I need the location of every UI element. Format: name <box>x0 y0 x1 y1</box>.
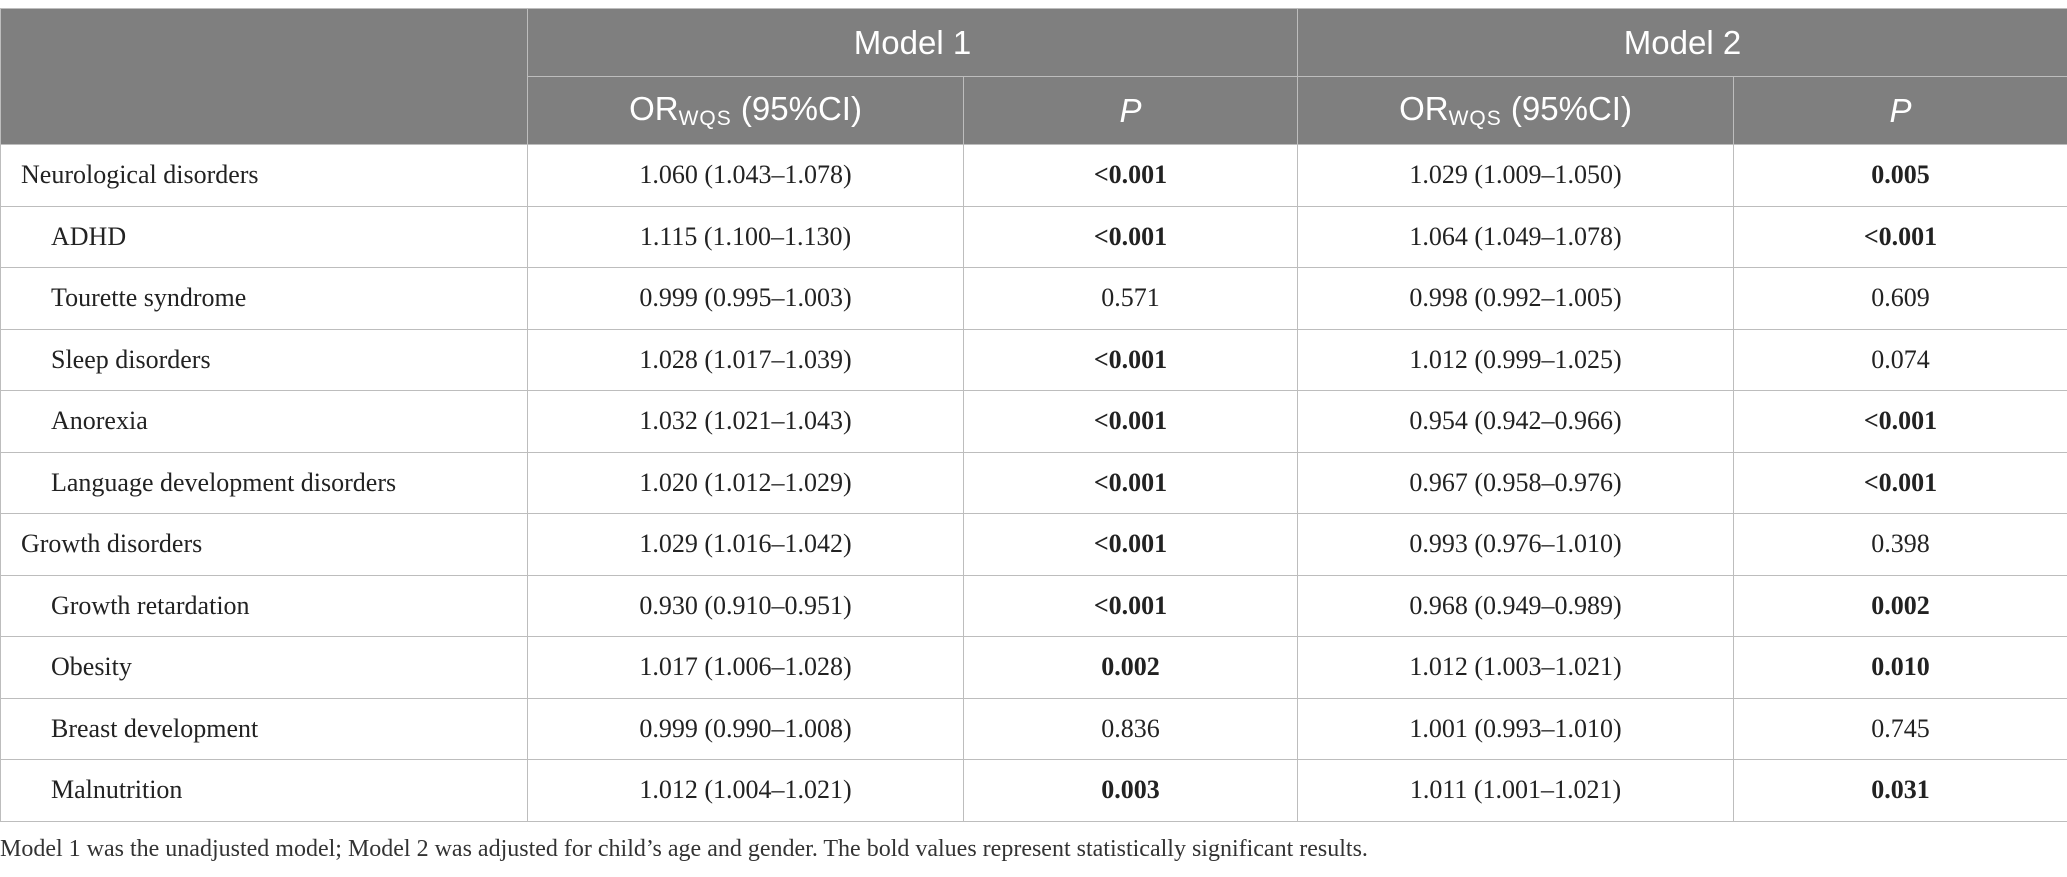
model-1-p-cell: <0.001 <box>963 451 1298 514</box>
model-1-p-cell: 0.003 <box>963 759 1298 822</box>
model-1-p-cell: <0.001 <box>963 328 1298 391</box>
model-1-or-cell: 1.012 (1.004–1.021) <box>527 759 964 822</box>
model-2-or-cell: 1.001 (0.993–1.010) <box>1297 697 1734 760</box>
row-label: ADHD <box>0 205 528 268</box>
row-label: Anorexia <box>0 390 528 453</box>
model-1-or-cell: 0.999 (0.995–1.003) <box>527 267 964 330</box>
model-2-or-cell: 0.993 (0.976–1.010) <box>1297 513 1734 576</box>
model-2-or-cell: 1.012 (0.999–1.025) <box>1297 328 1734 391</box>
model-2-p-cell: 0.745 <box>1733 697 2067 760</box>
model-1-or-cell: 1.020 (1.012–1.029) <box>527 451 964 514</box>
model-1-p-cell: <0.001 <box>963 390 1298 453</box>
model-1-p-cell: 0.002 <box>963 636 1298 699</box>
model-2-or-cell: 1.011 (1.001–1.021) <box>1297 759 1734 822</box>
model-2-p-cell: 0.074 <box>1733 328 2067 391</box>
model-2-p-cell: 0.398 <box>1733 513 2067 576</box>
table-row: Growth retardation 0.930 (0.910–0.951) <0.… <box>0 574 2067 637</box>
or-label: OR <box>629 90 679 127</box>
model-2-p-cell: <0.001 <box>1733 451 2067 514</box>
row-label: Malnutrition <box>0 759 528 822</box>
model-2-or-cell: 0.954 (0.942–0.966) <box>1297 390 1734 453</box>
header-row-models: Model 1 Model 2 <box>0 8 2067 145</box>
model-2-or-cell: 1.064 (1.049–1.078) <box>1297 205 1734 268</box>
header-p-model-2: P <box>1733 76 2067 145</box>
table-body: Neurological disorders 1.060 (1.043–1.078… <box>0 144 2067 822</box>
model-1-or-cell: 1.060 (1.043–1.078) <box>527 144 964 207</box>
table-row: Malnutrition 1.012 (1.004–1.021) 0.003 1.01… <box>0 759 2067 822</box>
model-1-or-cell: 1.115 (1.100–1.130) <box>527 205 964 268</box>
model-2-p-cell: 0.010 <box>1733 636 2067 699</box>
table-footnote: Model 1 was the unadjusted model; Model … <box>0 836 1368 862</box>
row-label: Neurological disorders <box>0 144 528 207</box>
header-or-model-2: ORWQS (95%CI) <box>1297 76 1734 145</box>
model-2-p-cell: 0.005 <box>1733 144 2067 207</box>
model-1-or-cell: 1.032 (1.021–1.043) <box>527 390 964 453</box>
header-model-2: Model 2 <box>1297 8 2067 77</box>
model-1-p-cell: 0.571 <box>963 267 1298 330</box>
or-label: OR <box>1399 90 1449 127</box>
model-2-or-cell: 0.967 (0.958–0.976) <box>1297 451 1734 514</box>
model-1-p-cell: 0.836 <box>963 697 1298 760</box>
model-1-or-cell: 1.017 (1.006–1.028) <box>527 636 964 699</box>
table-row: ADHD 1.115 (1.100–1.130) <0.001 1.064 (1.04… <box>0 205 2067 268</box>
model-1-or-cell: 1.029 (1.016–1.042) <box>527 513 964 576</box>
model-1-p-cell: <0.001 <box>963 205 1298 268</box>
model-2-p-cell: 0.002 <box>1733 574 2067 637</box>
header-p-model-1: P <box>963 76 1298 145</box>
model-1-or-cell: 0.999 (0.990–1.008) <box>527 697 964 760</box>
row-label: Breast development <box>0 697 528 760</box>
model-2-p-cell: 0.609 <box>1733 267 2067 330</box>
table-row: Anorexia 1.032 (1.021–1.043) <0.001 0.954 (… <box>0 390 2067 453</box>
header-or-model-1: ORWQS (95%CI) <box>527 76 964 145</box>
model-2-or-cell: 1.029 (1.009–1.050) <box>1297 144 1734 207</box>
row-label: Language development disorders <box>0 451 528 514</box>
model-2-p-cell: <0.001 <box>1733 205 2067 268</box>
row-label: Sleep disorders <box>0 328 528 391</box>
or-suffix: (95%CI) <box>731 90 862 127</box>
or-subscript: WQS <box>678 107 732 130</box>
row-label: Growth retardation <box>0 574 528 637</box>
model-2-p-cell: 0.031 <box>1733 759 2067 822</box>
table-row: Sleep disorders 1.028 (1.017–1.039) <0.001… <box>0 328 2067 391</box>
table-row: Tourette syndrome 0.999 (0.995–1.003) 0.57… <box>0 267 2067 330</box>
model-2-p-cell: <0.001 <box>1733 390 2067 453</box>
row-label: Growth disorders <box>0 513 528 576</box>
results-table: Model 1 Model 2 ORWQS (95%CI) P ORWQS (9… <box>0 8 2067 822</box>
row-label: Tourette syndrome <box>0 267 528 330</box>
or-suffix: (95%CI) <box>1501 90 1632 127</box>
model-2-or-cell: 1.012 (1.003–1.021) <box>1297 636 1734 699</box>
header-row-columns: ORWQS (95%CI) P ORWQS (95%CI) P <box>1 76 2067 145</box>
table-row: Language development disorders 1.020 (1.0… <box>0 451 2067 514</box>
header-model-1: Model 1 <box>527 8 1298 77</box>
model-2-or-cell: 0.968 (0.949–0.989) <box>1297 574 1734 637</box>
model-1-p-cell: <0.001 <box>963 144 1298 207</box>
table-header: Model 1 Model 2 ORWQS (95%CI) P ORWQS (9… <box>0 8 2067 145</box>
row-label: Obesity <box>0 636 528 699</box>
model-1-or-cell: 1.028 (1.017–1.039) <box>527 328 964 391</box>
table-row: Obesity 1.017 (1.006–1.028) 0.002 1.012 (1.… <box>0 636 2067 699</box>
table-row: Growth disorders 1.029 (1.016–1.042) <0.00… <box>0 513 2067 576</box>
model-1-p-cell: <0.001 <box>963 574 1298 637</box>
table-row: Breast development 0.999 (0.990–1.008) 0.8… <box>0 697 2067 760</box>
header-blank-cell <box>0 8 528 145</box>
model-1-or-cell: 0.930 (0.910–0.951) <box>527 574 964 637</box>
or-subscript: WQS <box>1448 107 1502 130</box>
table-row: Neurological disorders 1.060 (1.043–1.078… <box>0 144 2067 207</box>
model-1-p-cell: <0.001 <box>963 513 1298 576</box>
model-2-or-cell: 0.998 (0.992–1.005) <box>1297 267 1734 330</box>
